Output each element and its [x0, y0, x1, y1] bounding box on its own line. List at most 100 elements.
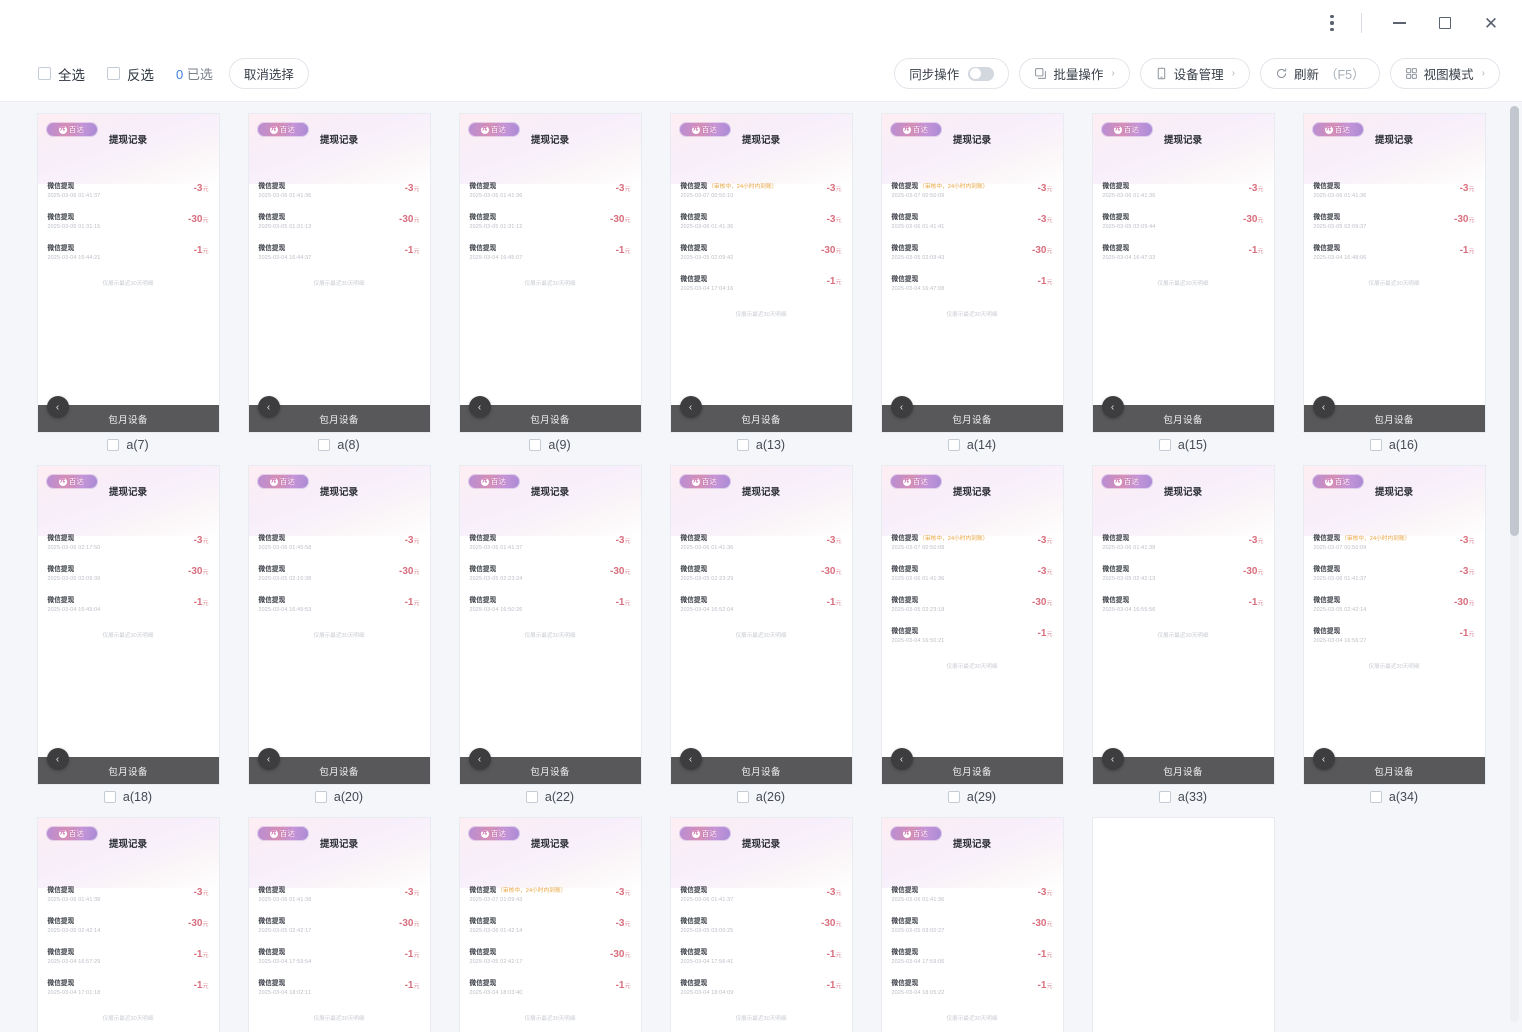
device-select-checkbox[interactable]	[947, 791, 960, 803]
withdrawal-record-row[interactable]: 微信提现 2025-03-04 17:59:06 -1元	[892, 942, 1053, 973]
withdrawal-record-row[interactable]: 微信提现 2025-03-04 17:01:18 -1元	[48, 973, 209, 1004]
withdrawal-record-row[interactable]: 微信提现 2025-03-05 02:10:38 -30元	[259, 559, 420, 590]
withdrawal-record-row[interactable]: 微信提现 2025-03-05 02:42:14 -30元	[48, 911, 209, 942]
withdrawal-record-row[interactable]: 微信提现 2025-03-05 02:23:18 -30元	[892, 590, 1053, 621]
withdrawal-record-row[interactable]: 微信提现 2025-03-05 02:42:17 -30元	[470, 942, 631, 973]
withdrawal-record-row[interactable]: 微信提现 2025-03-04 17:56:41 -1元	[681, 942, 842, 973]
withdrawal-record-row[interactable]: 微信提现 2025-03-06 02:17:50 -3元	[48, 528, 209, 559]
withdrawal-record-row[interactable]: 微信提现 2025-03-05 02:42:14 -30元	[1314, 590, 1475, 621]
withdrawal-record-row[interactable]: 微信提现 2025-03-06 01:41:38 -3元	[48, 880, 209, 911]
withdrawal-record-row[interactable]: 微信提现 2025-03-05 02:23:29 -30元	[681, 559, 842, 590]
withdrawal-record-row[interactable]: 微信提现 2025-03-06 01:41:36 -3元	[470, 176, 631, 207]
add-device-card[interactable]: +添加设备	[1092, 818, 1274, 1032]
withdrawal-record-row[interactable]: 微信提现 2025-03-04 18:02:11 -1元	[259, 973, 420, 1004]
withdrawal-record-row[interactable]: 微信提现 2025-03-04 16:48:06 -1元	[1314, 238, 1475, 269]
select-all-checkbox[interactable]	[38, 67, 51, 80]
device-screen-mirror[interactable]: 元百达 提现记录 微信提现 2025-03-06 01:45:58 -3元 微信提现 202…	[248, 466, 430, 784]
back-button-icon[interactable]: ‹	[1101, 396, 1124, 418]
withdrawal-record-row[interactable]: 微信提现 2025-03-04 16:55:56 -1元	[1103, 590, 1264, 621]
withdrawal-record-row[interactable]: 微信提现 2025-03-06 01:41:36 -3元	[259, 176, 420, 207]
withdrawal-record-row[interactable]: 微信提现 2025-03-05 03:00:27 -30元	[892, 911, 1053, 942]
withdrawal-record-row[interactable]: 微信提现（审核中，24小时内到账） 2025-03-07 00:50:09 -3元	[1314, 528, 1475, 559]
device-screen-mirror[interactable]: 元百达 提现记录 微信提现 2025-03-06 01:41:36 -3元 微信提现 202…	[248, 114, 430, 432]
back-button-icon[interactable]: ‹	[1312, 748, 1335, 770]
withdrawal-record-row[interactable]: 微信提现 2025-03-05 02:23:24 -30元	[470, 559, 631, 590]
window-menu-button[interactable]	[1309, 7, 1355, 39]
withdrawal-record-row[interactable]: 微信提现 2025-03-05 01:31:12 -30元	[470, 207, 631, 238]
withdrawal-record-row[interactable]: 微信提现 2025-03-04 16:44:37 -1元	[259, 238, 420, 269]
device-screen-mirror[interactable]: 元百达 提现记录 微信提现 2025-03-06 01:41:36 -3元 微信提现 202…	[1092, 114, 1274, 432]
withdrawal-record-row[interactable]: 微信提现 2025-03-06 01:41:38 -3元	[259, 880, 420, 911]
device-screen-mirror[interactable]: 元百达 提现记录 微信提现 2025-03-06 01:41:38 -3元 微信提现 202…	[248, 818, 430, 1032]
device-select-checkbox[interactable]	[1369, 439, 1382, 451]
device-screen-mirror[interactable]: 元百达 提现记录 微信提现（审核中，24小时内到账） 2025-03-07 00:50…	[670, 114, 852, 432]
back-button-icon[interactable]: ‹	[257, 748, 280, 770]
close-button[interactable]: ✕	[1468, 7, 1514, 39]
withdrawal-record-row[interactable]: 微信提现 2025-03-06 01:41:36 -3元	[681, 207, 842, 238]
back-button-icon[interactable]: ‹	[468, 396, 491, 418]
withdrawal-record-row[interactable]: 微信提现 2025-03-05 02:09:37 -30元	[1314, 207, 1475, 238]
device-manage-button[interactable]: 设备管理 ›	[1139, 58, 1251, 89]
withdrawal-record-row[interactable]: 微信提现 2025-03-06 01:41:36 -3元	[681, 528, 842, 559]
withdrawal-record-row[interactable]: 微信提现 2025-03-06 01:41:38 -3元	[1103, 528, 1264, 559]
device-screen-mirror[interactable]: 元百达 提现记录 微信提现 2025-03-06 01:41:37 -3元 微信提现 202…	[670, 818, 852, 1032]
withdrawal-record-row[interactable]: 微信提现 2025-03-06 01:42:14 -3元	[470, 911, 631, 942]
batch-operation-button[interactable]: 批量操作 ›	[1019, 58, 1130, 89]
withdrawal-record-row[interactable]: 微信提现 2025-03-06 01:41:41 -3元	[892, 207, 1053, 238]
device-select-checkbox[interactable]	[736, 439, 749, 451]
withdrawal-record-row[interactable]: 微信提现 2025-03-05 02:09:39 -30元	[48, 559, 209, 590]
view-mode-button[interactable]: 视图模式 ›	[1389, 58, 1500, 89]
cancel-select-button[interactable]: 取消选择	[228, 58, 309, 89]
back-button-icon[interactable]: ‹	[46, 748, 69, 770]
device-select-checkbox[interactable]	[736, 791, 749, 803]
withdrawal-record-row[interactable]: 微信提现 2025-03-04 16:50:21 -1元	[892, 621, 1053, 652]
withdrawal-record-row[interactable]: 微信提现（审核中，24小时内到账） 2025-03-07 00:50:09 -3元	[892, 176, 1053, 207]
back-button-icon[interactable]: ‹	[679, 396, 702, 418]
device-screen-mirror[interactable]: 元百达 提现记录 微信提现 2025-03-06 01:41:36 -3元 微信提现 202…	[459, 114, 641, 432]
withdrawal-record-row[interactable]: 微信提现 2025-03-05 02:09:43 -30元	[892, 238, 1053, 269]
withdrawal-record-row[interactable]: 微信提现 2025-03-06 01:41:36 -3元	[892, 559, 1053, 590]
sync-operation-toggle[interactable]	[968, 66, 995, 81]
withdrawal-record-row[interactable]: 微信提现 2025-03-04 17:59:54 -1元	[259, 942, 420, 973]
device-screen-mirror[interactable]: 元百达 提现记录 微信提现（审核中，24小时内到账） 2025-03-07 01:09…	[459, 818, 641, 1032]
device-screen-mirror[interactable]: 元百达 提现记录 微信提现（审核中，24小时内到账） 2025-03-07 00:50…	[881, 466, 1063, 784]
withdrawal-record-row[interactable]: 微信提现 2025-03-06 01:41:37 -3元	[1314, 559, 1475, 590]
withdrawal-record-row[interactable]: 微信提现 2025-03-05 02:09:44 -30元	[1103, 207, 1264, 238]
withdrawal-record-row[interactable]: 微信提现 2025-03-06 01:41:37 -3元	[681, 880, 842, 911]
withdrawal-record-row[interactable]: 微信提现 2025-03-05 02:42:13 -30元	[1103, 559, 1264, 590]
minimize-button[interactable]	[1376, 7, 1422, 39]
back-button-icon[interactable]: ‹	[679, 748, 702, 770]
withdrawal-record-row[interactable]: 微信提现 2025-03-04 16:50:26 -1元	[470, 590, 631, 621]
withdrawal-record-row[interactable]: 微信提现 2025-03-04 16:47:33 -1元	[1103, 238, 1264, 269]
withdrawal-record-row[interactable]: 微信提现 2025-03-06 01:41:37 -3元	[470, 528, 631, 559]
withdrawal-record-row[interactable]: 微信提现 2025-03-05 02:42:17 -30元	[259, 911, 420, 942]
withdrawal-record-row[interactable]: 微信提现 2025-03-04 16:49:53 -1元	[259, 590, 420, 621]
back-button-icon[interactable]: ‹	[46, 396, 69, 418]
device-screen-mirror[interactable]: 元百达 提现记录 微信提现 2025-03-06 01:41:37 -3元 微信提现 202…	[459, 466, 641, 784]
withdrawal-record-row[interactable]: 微信提现 2025-03-04 17:04:16 -1元	[681, 269, 842, 300]
back-button-icon[interactable]: ‹	[890, 748, 913, 770]
device-select-checkbox[interactable]	[1369, 791, 1382, 803]
device-select-checkbox[interactable]	[107, 439, 120, 451]
device-screen-mirror[interactable]: 元百达 提现记录 微信提现 2025-03-06 02:17:50 -3元 微信提现 202…	[37, 466, 219, 784]
back-button-icon[interactable]: ‹	[890, 396, 913, 418]
withdrawal-record-row[interactable]: 微信提现 2025-03-04 16:57:29 -1元	[48, 942, 209, 973]
device-screen-mirror[interactable]: 元百达 提现记录 微信提现 2025-03-06 01:41:36 -3元 微信提现 202…	[881, 818, 1063, 1032]
withdrawal-record-row[interactable]: 微信提现 2025-03-04 18:04:09 -1元	[681, 973, 842, 1004]
back-button-icon[interactable]: ‹	[257, 396, 280, 418]
device-select-checkbox[interactable]	[103, 791, 116, 803]
invert-select-control[interactable]: 反选	[107, 64, 154, 84]
withdrawal-record-row[interactable]: 微信提现 2025-03-04 18:05:22 -1元	[892, 973, 1053, 1004]
withdrawal-record-row[interactable]: 微信提现 2025-03-06 01:41:37 -3元	[48, 176, 209, 207]
device-screen-mirror[interactable]: 元百达 提现记录 微信提现 2025-03-06 01:41:36 -3元 微信提现 202…	[670, 466, 852, 784]
select-all-control[interactable]: 全选	[38, 64, 85, 84]
device-select-checkbox[interactable]	[529, 439, 542, 451]
withdrawal-record-row[interactable]: 微信提现（审核中，24小时内到账） 2025-03-07 00:50:08 -3元	[892, 528, 1053, 559]
withdrawal-record-row[interactable]: 微信提现 2025-03-04 16:44:21 -1元	[48, 238, 209, 269]
device-select-checkbox[interactable]	[318, 439, 331, 451]
device-select-checkbox[interactable]	[947, 439, 960, 451]
back-button-icon[interactable]: ‹	[1101, 748, 1124, 770]
withdrawal-record-row[interactable]: 微信提现（审核中，24小时内到账） 2025-03-07 00:50:10 -3元	[681, 176, 842, 207]
withdrawal-record-row[interactable]: 微信提现 2025-03-04 16:49:04 -1元	[48, 590, 209, 621]
withdrawal-record-row[interactable]: 微信提现（审核中，24小时内到账） 2025-03-07 01:09:43 -3元	[470, 880, 631, 911]
